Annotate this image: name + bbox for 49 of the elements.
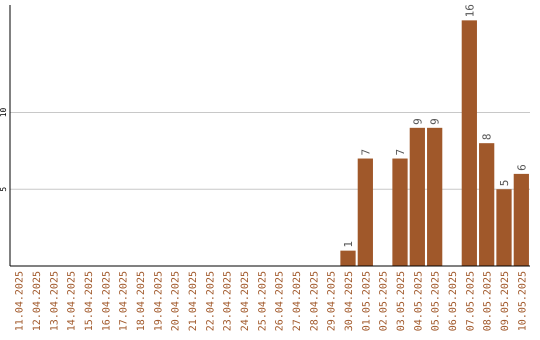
x-tick-label: 24.04.2025 xyxy=(240,271,251,332)
data-label: 9 xyxy=(428,118,442,125)
x-tick-label: 26.04.2025 xyxy=(274,271,286,332)
x-tick-label: 06.05.2025 xyxy=(448,271,459,332)
x-tick-label: 27.04.2025 xyxy=(292,271,303,332)
x-tick-label: 16.04.2025 xyxy=(101,271,112,332)
bar xyxy=(410,128,425,266)
bar xyxy=(514,174,529,266)
bar xyxy=(479,143,494,266)
x-tick-label: 25.04.2025 xyxy=(257,271,268,332)
y-tick-label: 10 xyxy=(0,107,8,118)
x-tick-label: 15.04.2025 xyxy=(84,271,95,332)
x-tick-label: 22.04.2025 xyxy=(205,271,216,332)
x-tick-label: 10.05.2025 xyxy=(517,271,528,332)
x-tick-label: 08.05.2025 xyxy=(482,271,494,332)
bar xyxy=(358,158,373,266)
x-tick-label: 19.04.2025 xyxy=(153,271,164,332)
bar xyxy=(392,158,408,266)
x-tick-label: 03.05.2025 xyxy=(396,271,407,332)
data-label: 8 xyxy=(480,134,494,140)
x-tick-label: 04.05.2025 xyxy=(413,271,424,332)
x-tick-label: 20.04.2025 xyxy=(170,271,182,332)
x-tick-label: 30.04.2025 xyxy=(344,271,355,332)
data-label: 6 xyxy=(515,164,528,171)
data-label: 16 xyxy=(463,4,476,18)
x-tick-label: 28.04.2025 xyxy=(309,271,320,332)
x-tick-label: 14.04.2025 xyxy=(66,271,78,332)
bar xyxy=(427,128,442,266)
x-tick-label: 12.04.2025 xyxy=(32,271,43,332)
bar xyxy=(496,189,512,266)
bar xyxy=(462,20,477,266)
x-tick-label: 23.04.2025 xyxy=(222,271,234,332)
x-tick-label: 17.04.2025 xyxy=(118,271,130,332)
x-tick-label: 29.04.2025 xyxy=(326,271,338,332)
x-tick-label: 13.04.2025 xyxy=(49,271,60,332)
bar xyxy=(340,250,356,266)
x-tick-label: 11.04.2025 xyxy=(14,271,26,332)
x-tick-label: 18.04.2025 xyxy=(136,271,147,332)
data-label: 9 xyxy=(411,118,424,125)
x-tick-label: 02.05.2025 xyxy=(378,271,390,332)
data-label: 1 xyxy=(342,241,355,248)
x-tick-label: 05.05.2025 xyxy=(430,271,442,332)
x-tick-label: 21.04.2025 xyxy=(188,271,199,332)
data-label: 7 xyxy=(394,148,407,156)
x-tick-label: 09.05.2025 xyxy=(500,271,511,332)
data-label: 5 xyxy=(498,180,511,186)
x-tick-label: 07.05.2025 xyxy=(465,271,476,332)
data-label: 7 xyxy=(359,148,372,156)
x-tick-label: 01.05.2025 xyxy=(361,271,372,332)
